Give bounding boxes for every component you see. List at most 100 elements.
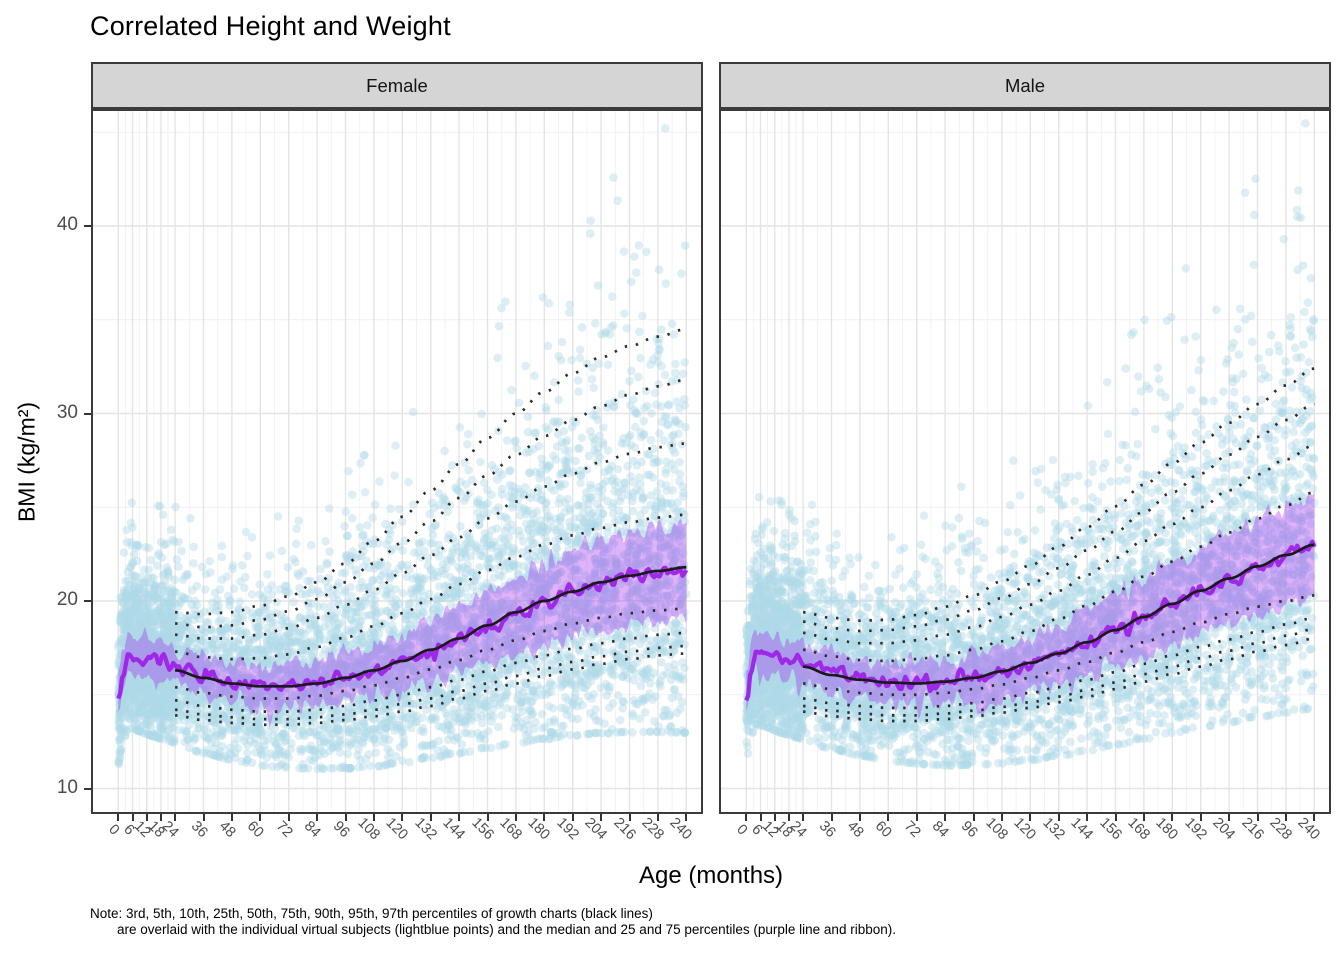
x-axis-tick-label: 192 <box>1181 814 1210 844</box>
x-axis-tick-mark <box>1228 814 1231 821</box>
x-axis-tick-mark <box>401 814 404 821</box>
x-axis-title: Age (months) <box>638 862 784 889</box>
x-axis-tick-mark <box>972 814 975 821</box>
x-axis-tick-mark <box>230 814 233 821</box>
x-axis-tick-label: 228 <box>1266 814 1295 844</box>
x-axis-tick-label: 216 <box>609 814 639 844</box>
x-axis-tick-label: 48 <box>215 818 239 841</box>
x-axis-tick-label: 96 <box>957 818 981 841</box>
x-axis-tick-mark <box>1086 814 1089 821</box>
plot-panel-male <box>719 109 1331 814</box>
x-axis-tick-mark <box>1000 814 1003 821</box>
x-axis-tick-mark <box>287 814 290 821</box>
x-axis-tick-label: 60 <box>244 818 267 841</box>
x-axis-tick-mark <box>543 814 546 821</box>
x-axis-tick-mark <box>1199 814 1202 821</box>
plot-panel-female <box>91 109 703 814</box>
x-axis-tick-label: 240 <box>1294 814 1324 844</box>
x-axis-tick-label: 36 <box>187 818 211 841</box>
x-axis-tick-mark <box>1114 814 1117 821</box>
y-axis-tick-label: 10 <box>56 776 78 798</box>
x-axis-tick-mark <box>571 814 574 821</box>
x-axis-tick-label: 36 <box>815 818 839 841</box>
x-axis-tick-mark <box>259 814 262 821</box>
x-axis-tick-mark <box>887 814 890 821</box>
x-axis-tick-label: 144 <box>1067 814 1096 844</box>
x-axis-tick-mark <box>159 814 162 821</box>
x-axis-tick-mark <box>1284 814 1287 821</box>
x-axis-tick-label: 132 <box>1039 814 1068 844</box>
y-axis-tick-mark <box>84 412 91 415</box>
x-axis-tick-mark <box>429 814 432 821</box>
facet-strip-label: Male <box>1004 74 1046 96</box>
x-axis-tick-label: 156 <box>1095 814 1125 844</box>
x-axis-tick-mark <box>1057 814 1060 821</box>
x-axis-tick-label: 192 <box>553 814 582 844</box>
x-axis-tick-mark <box>131 814 134 821</box>
x-axis-tick-label: 240 <box>666 814 696 844</box>
x-axis-tick-mark <box>344 814 347 821</box>
y-axis-tick-label: 40 <box>56 214 78 235</box>
x-axis-tick-label: 132 <box>411 814 440 844</box>
x-axis-tick-mark <box>1142 814 1145 821</box>
x-axis-tick-mark <box>174 814 177 821</box>
x-axis-tick-mark <box>600 814 603 821</box>
x-axis-tick-mark <box>759 814 762 821</box>
x-axis-tick-label: 84 <box>928 818 952 841</box>
x-axis-tick-mark <box>202 814 205 821</box>
x-axis-tick-mark <box>656 814 659 821</box>
footnote-line-1: Note: 3rd, 5th, 10th, 25th, 50th, 75th, … <box>90 906 653 921</box>
x-axis-tick-label: 228 <box>638 814 667 844</box>
x-axis-tick-label: 144 <box>439 814 468 844</box>
x-axis-tick-label: 0 <box>733 821 751 839</box>
x-axis-tick-mark <box>372 814 375 821</box>
x-axis-tick-label: 168 <box>1124 814 1153 844</box>
x-axis-tick-label: 108 <box>982 814 1011 844</box>
x-axis-tick-mark <box>628 814 631 821</box>
x-axis-tick-mark <box>745 814 748 821</box>
facet-strip-male: Male <box>719 62 1331 109</box>
x-axis-tick-label: 120 <box>1010 814 1040 844</box>
x-axis-tick-label: 24 <box>158 818 182 841</box>
x-axis-tick-label: 72 <box>900 818 924 841</box>
x-axis-tick-mark <box>1171 814 1174 821</box>
female-panel-canvas <box>93 111 701 812</box>
y-axis-tick-mark <box>84 600 91 602</box>
x-axis-tick-mark <box>458 814 461 821</box>
x-axis-tick-mark <box>316 814 319 821</box>
x-axis-tick-mark <box>1029 814 1032 821</box>
x-axis-tick-label: 180 <box>1152 814 1182 844</box>
x-axis-tick-mark <box>773 814 776 821</box>
x-axis-tick-mark <box>1256 814 1259 821</box>
x-axis-tick-label: 180 <box>524 814 554 844</box>
x-axis-tick-label: 24 <box>786 818 810 841</box>
x-axis-tick-mark <box>830 814 833 821</box>
x-axis-tick-label: 168 <box>496 814 525 844</box>
plot-title: Correlated Height and Weight <box>90 11 451 41</box>
x-axis-tick-mark <box>145 814 148 821</box>
x-axis-tick-label: 84 <box>300 818 324 841</box>
male-panel-canvas <box>721 111 1329 812</box>
x-axis-tick-label: 108 <box>354 814 383 844</box>
x-axis-tick-label: 204 <box>1209 814 1238 844</box>
x-axis-tick-label: 96 <box>329 818 353 841</box>
y-axis-tick-mark <box>84 225 91 227</box>
x-axis-tick-mark <box>1313 814 1316 821</box>
y-axis-tick-label: 20 <box>56 589 78 610</box>
x-axis-tick-mark <box>944 814 947 821</box>
y-axis-tick-mark <box>84 787 91 790</box>
x-axis-tick-label: 204 <box>581 814 610 844</box>
x-axis-tick-mark <box>486 814 489 821</box>
x-axis-tick-mark <box>802 814 805 821</box>
x-axis-tick-label: 120 <box>382 814 412 844</box>
x-axis-tick-mark <box>117 814 120 821</box>
x-axis-tick-label: 156 <box>467 814 497 844</box>
x-axis-tick-label: 72 <box>272 818 296 841</box>
x-axis-tick-label: 60 <box>872 818 895 841</box>
x-axis-tick-label: 0 <box>105 821 123 839</box>
x-axis-tick-mark <box>915 814 918 821</box>
facet-strip-label: Female <box>366 74 428 96</box>
y-axis-tick-label: 30 <box>56 401 78 423</box>
x-axis-tick-mark <box>514 814 517 821</box>
